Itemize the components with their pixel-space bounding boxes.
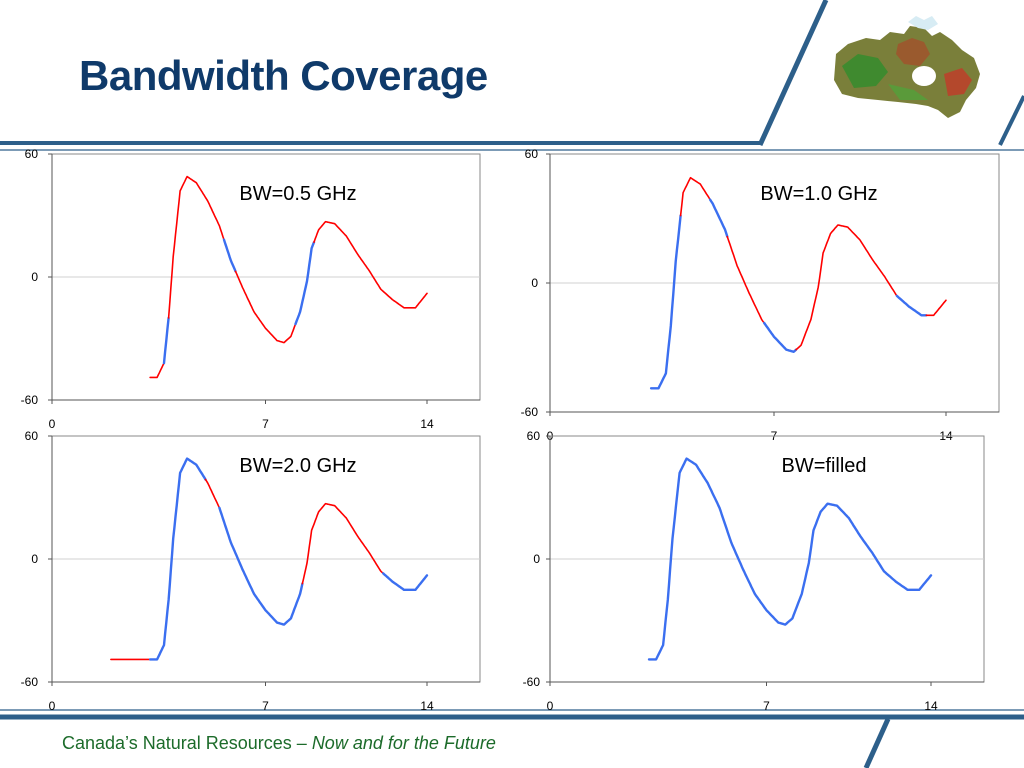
y-tick-label: 60 <box>25 147 39 161</box>
footer-prefix: Canada’s Natural Resources – <box>62 733 312 753</box>
chart-title: BW=1.0 GHz <box>760 183 877 205</box>
covered-segment-line <box>795 224 898 351</box>
bandwidth-chart-0-5ghz: 60 0 -60 0 7 14 BW=0.5 GHz <box>21 147 481 431</box>
y-tick-label: -60 <box>21 675 39 689</box>
covered-segment-line <box>234 270 297 344</box>
map-ice <box>908 16 938 30</box>
filled-segment-line <box>649 214 682 390</box>
top-diagonal <box>757 0 829 147</box>
covered-segment-line <box>679 176 711 217</box>
filled-segment-line <box>895 294 928 317</box>
bandwidth-chart-2-0ghz: 60 0 -60 0 7 14 BW=2.0 GHz <box>21 429 481 713</box>
x-tick-label: 14 <box>420 699 434 713</box>
top-diagonal-right <box>998 95 1024 146</box>
y-tick-label: 0 <box>531 276 538 290</box>
footer-tagline: Now and for the Future <box>311 733 496 753</box>
filled-segment-line <box>294 240 316 326</box>
covered-segment-line <box>726 235 766 324</box>
map-hudson-bay <box>912 66 936 86</box>
x-tick-label: 0 <box>547 699 554 713</box>
y-tick-label: -60 <box>21 393 39 407</box>
covered-segment-line <box>167 175 225 319</box>
covered-segment-line <box>301 502 385 585</box>
filled-segment-line <box>162 316 170 365</box>
y-tick-label: 0 <box>31 270 38 284</box>
filled-segment-line <box>708 198 729 238</box>
footer: Canada’s Natural Resources – Now and for… <box>62 733 496 754</box>
x-tick-label: 0 <box>49 699 56 713</box>
filled-segment-line <box>382 572 429 592</box>
y-tick-label: -60 <box>523 675 541 689</box>
map-south <box>888 84 928 100</box>
covered-segment-line <box>925 299 947 317</box>
y-tick-label: 60 <box>25 429 39 443</box>
bottom-diagonal <box>863 717 891 768</box>
x-tick-label: 7 <box>262 699 269 713</box>
x-tick-label: 14 <box>420 417 434 431</box>
slide-title: Bandwidth Coverage <box>79 52 488 99</box>
chart-title: BW=0.5 GHz <box>239 183 356 205</box>
canada-map-logo <box>834 16 980 118</box>
filled-segment-line <box>222 238 237 273</box>
map-east <box>944 68 972 96</box>
map-north <box>896 38 930 66</box>
y-tick-label: 0 <box>31 552 38 566</box>
covered-segment-line <box>204 478 221 509</box>
covered-segment-line <box>313 220 428 309</box>
chart-panel-4: 60 0 -60 0 7 14 BW=filled <box>506 429 1021 715</box>
covered-segment-line <box>149 362 165 379</box>
bandwidth-chart-filled: 60 0 -60 0 7 14 BW=filled <box>523 429 985 713</box>
x-tick-label: 14 <box>924 699 938 713</box>
chart-panel-3: 60 0 -60 0 7 14 BW=2.0 GHz <box>0 429 500 715</box>
chart-panel-1: 60 0 -60 0 7 14 BW=0.5 GHz <box>0 147 500 438</box>
y-tick-label: 60 <box>525 147 539 161</box>
map-landmass <box>834 26 980 118</box>
y-tick-label: 0 <box>533 552 540 566</box>
filled-segment-line <box>763 321 798 354</box>
filled-segment-line <box>647 457 933 661</box>
x-tick-label: 0 <box>49 417 56 431</box>
filled-segment-line <box>218 506 304 626</box>
y-tick-label: 60 <box>527 429 541 443</box>
y-tick-label: -60 <box>521 405 539 419</box>
filled-segment-line <box>148 457 207 661</box>
x-tick-label: 7 <box>763 699 770 713</box>
chart-title: BW=2.0 GHz <box>239 455 356 477</box>
chart-title: BW=filled <box>781 455 866 477</box>
x-tick-label: 7 <box>262 417 269 431</box>
map-forest <box>842 54 888 88</box>
